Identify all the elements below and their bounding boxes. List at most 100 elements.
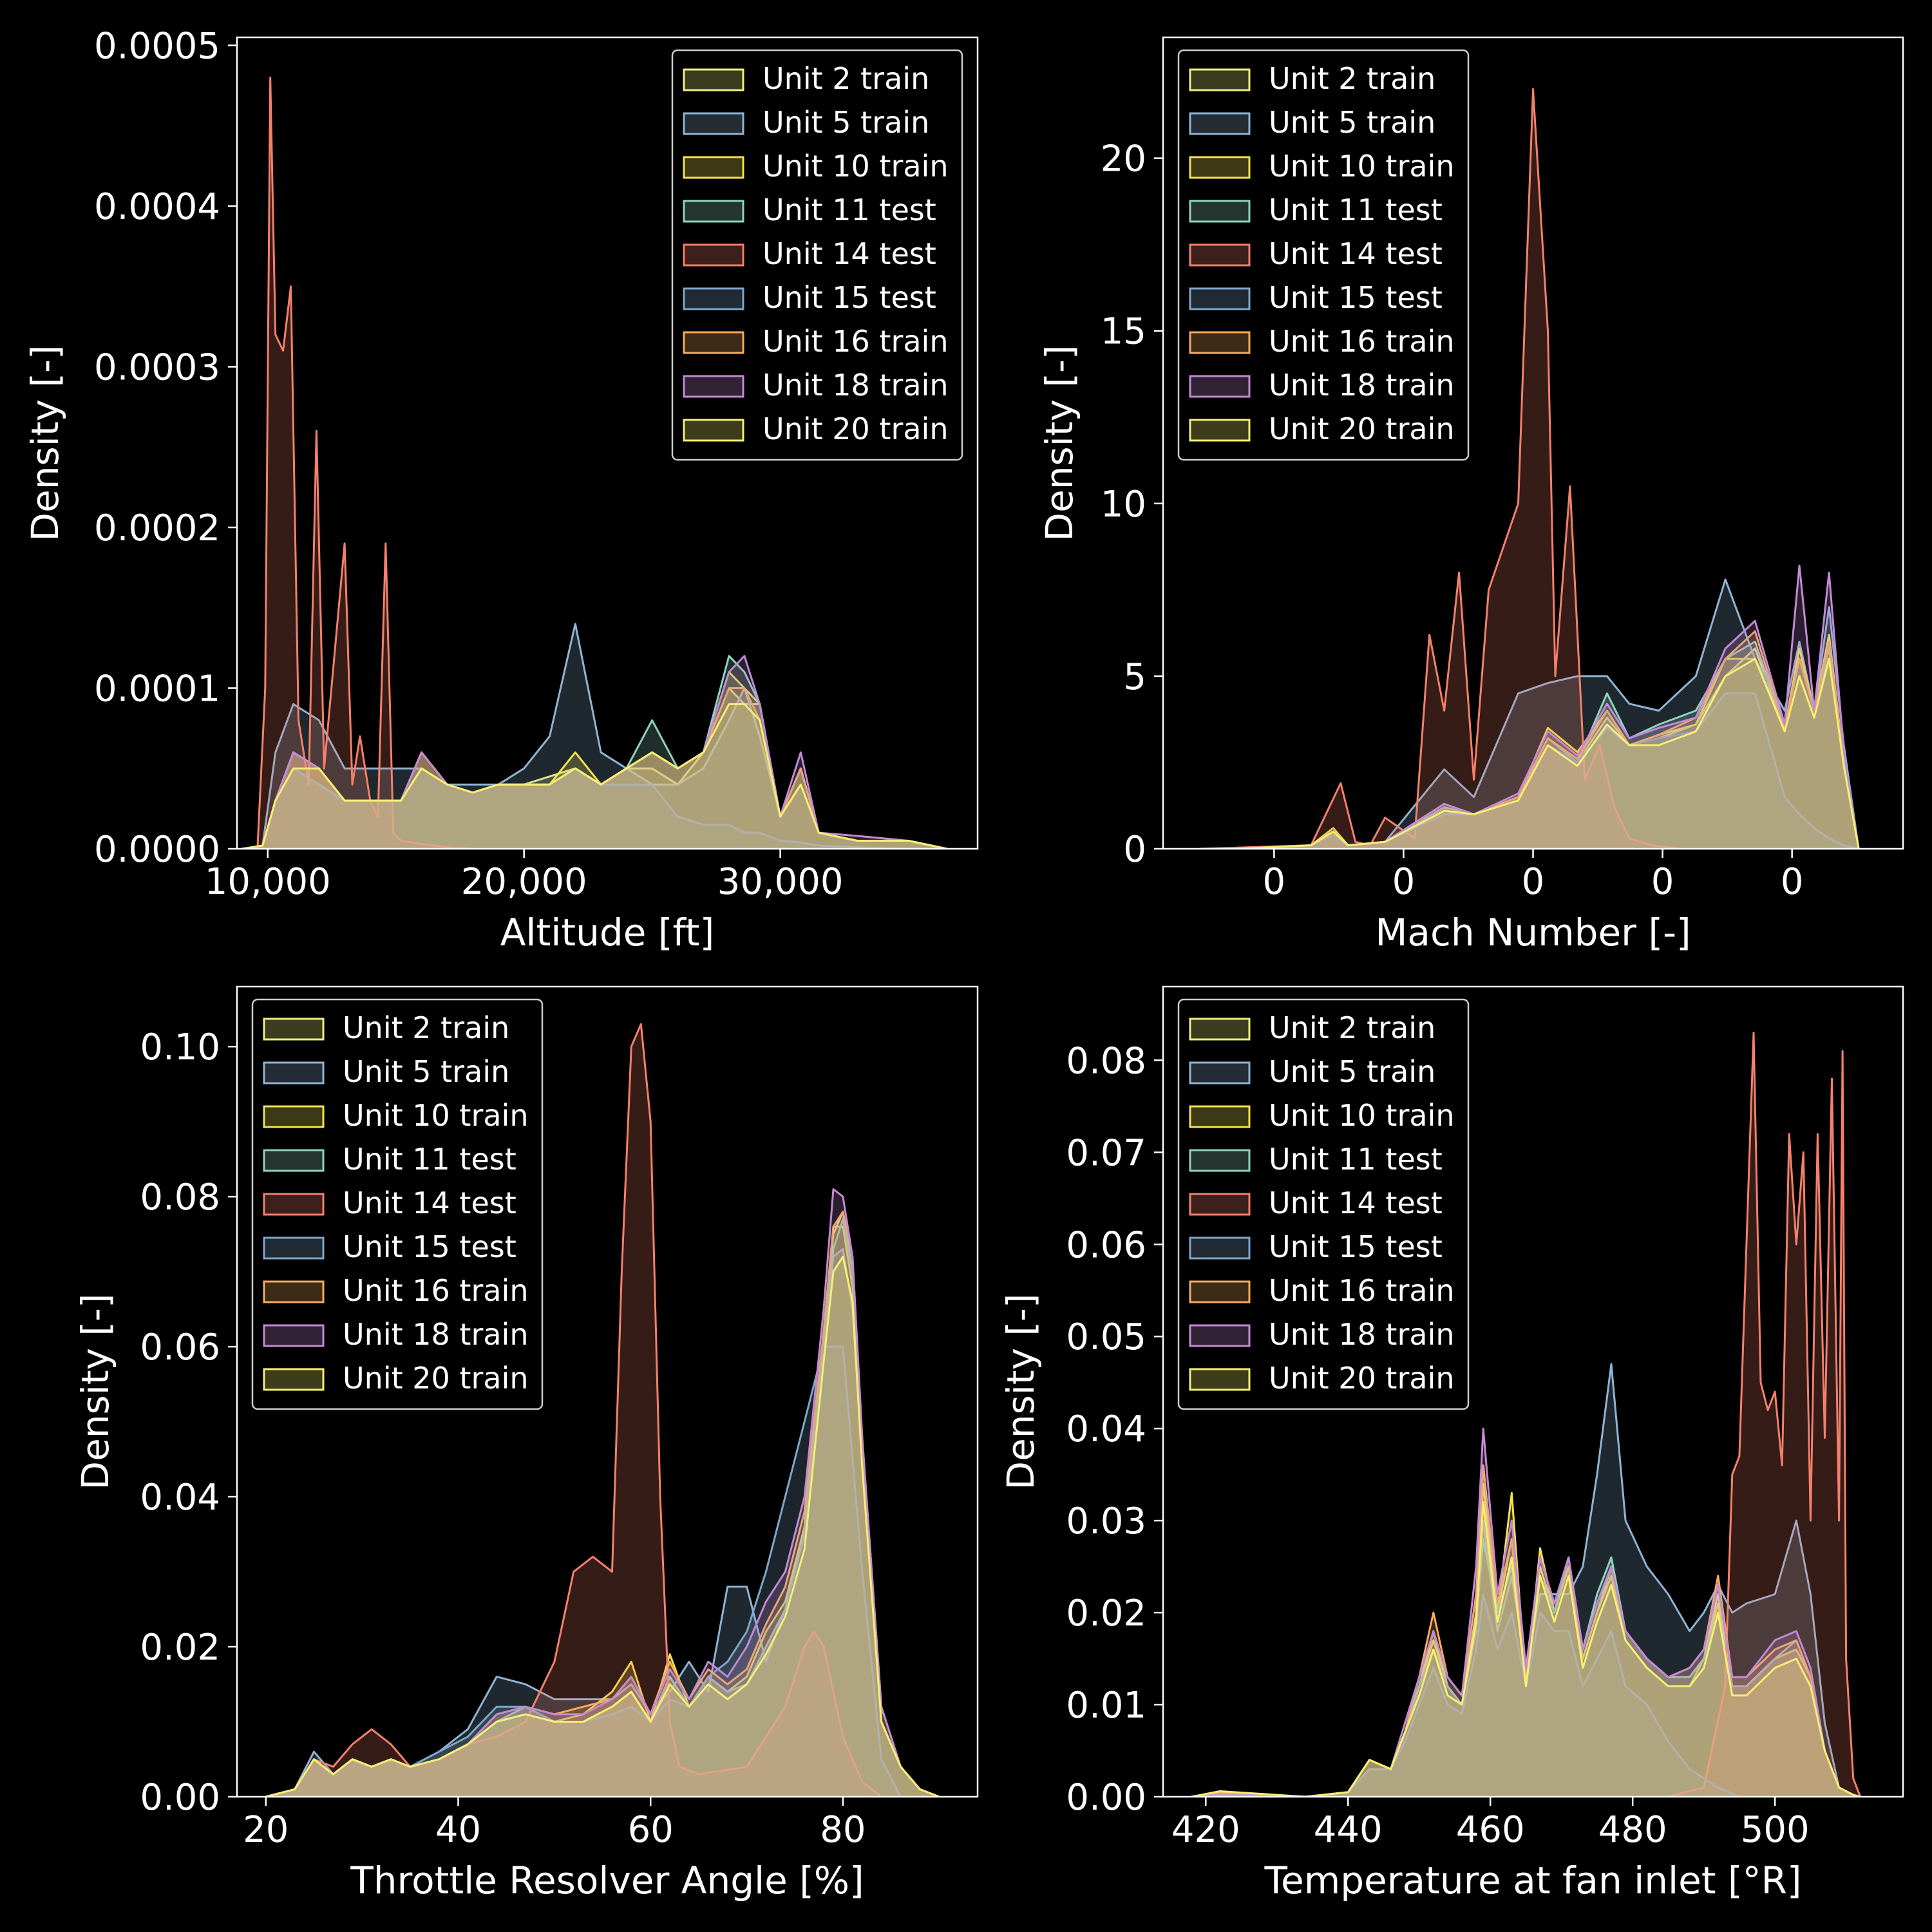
- legend-swatch: [1189, 243, 1251, 267]
- density-line: [1191, 1593, 1740, 1797]
- density-line: [256, 76, 473, 849]
- legend-swatch: [683, 68, 744, 91]
- legend-swatch: [683, 200, 744, 223]
- legend-entry: Unit 18 train: [1189, 1317, 1455, 1352]
- legend-entry: Unit 16 train: [263, 1273, 529, 1308]
- x-tick-label: 0: [1263, 861, 1286, 903]
- legend-swatch: [1189, 1236, 1251, 1260]
- legend-swatch: [1189, 1368, 1251, 1391]
- legend-swatch: [1189, 68, 1251, 91]
- y-tick-label: 0.0000: [94, 829, 220, 871]
- x-tick-label: 440: [1314, 1809, 1383, 1851]
- density-line: [1236, 658, 1860, 849]
- legend-label: Unit 20 train: [1269, 412, 1455, 446]
- legend-entry: Unit 10 train: [263, 1098, 529, 1133]
- legend-box: [1177, 998, 1470, 1410]
- legend-swatch: [683, 243, 744, 267]
- legend-entry: Unit 11 test: [1189, 193, 1443, 227]
- legend-label: Unit 15 test: [762, 280, 936, 315]
- legend-entry: Unit 20 train: [263, 1361, 529, 1396]
- legend-label: Unit 11 test: [1269, 193, 1443, 227]
- y-tick-label: 0.0002: [94, 507, 220, 549]
- density-fill: [242, 688, 947, 849]
- density-fill: [265, 1249, 940, 1797]
- y-axis-label: Density [-]: [999, 1293, 1043, 1490]
- y-axis-label: Density [-]: [1037, 345, 1081, 541]
- legend-label: Unit 18 train: [343, 1317, 529, 1352]
- legend-box: [671, 49, 963, 461]
- density-line: [265, 1023, 882, 1797]
- legend-swatch: [1189, 156, 1251, 179]
- chart-panel-2: 0 0 0 0 0 0 5 10 15 20 Mach Number [-] Density [-] U…: [1037, 36, 1904, 954]
- legend-swatch: [1189, 1061, 1251, 1084]
- legend-label: Unit 5 train: [1269, 1054, 1435, 1089]
- y-tick-label: 15: [1101, 311, 1146, 353]
- x-tick-label: 20,000: [461, 861, 587, 903]
- legend-label: Unit 14 test: [762, 236, 936, 271]
- y-tick-label: 0.06: [140, 1327, 220, 1368]
- density-fill: [1191, 1502, 1861, 1797]
- legend-swatch: [683, 375, 744, 398]
- legend-swatch: [1189, 1018, 1251, 1041]
- y-tick-label: 0.07: [1066, 1132, 1146, 1174]
- legend-entry: Unit 18 train: [683, 368, 949, 402]
- chart-panel-3: 20 40 60 80 0.00 0.02 0.04 0.06 0.08 0.10 Throttle…: [73, 985, 979, 1902]
- y-tick-label: 0.01: [1066, 1685, 1146, 1727]
- legend-entry: Unit 2 train: [683, 61, 929, 96]
- legend-label: Unit 11 test: [1269, 1142, 1443, 1177]
- legend-label: Unit 5 train: [762, 105, 929, 140]
- legend-swatch: [263, 1018, 325, 1041]
- legend-entry: Unit 14 test: [1189, 1186, 1443, 1220]
- legend-entry: Unit 10 train: [1189, 149, 1455, 184]
- legend-swatch: [263, 1149, 325, 1172]
- legend-entry: Unit 2 train: [1189, 1010, 1435, 1045]
- x-tick-label: 30,000: [717, 861, 844, 903]
- density-areas: [242, 76, 947, 849]
- x-tick-label: 10,000: [205, 861, 331, 903]
- density-areas: [1200, 88, 1860, 849]
- chart-panel-1: 10,000 20,000 30,000 0.0000 0.0001 0.0002 0.00…: [23, 25, 979, 954]
- legend-label: Unit 10 train: [343, 1098, 529, 1133]
- legend-label: Unit 11 test: [762, 193, 936, 227]
- density-line: [1668, 1032, 1862, 1797]
- legend-swatch: [1189, 1149, 1251, 1172]
- legend-entry: Unit 11 test: [683, 193, 936, 227]
- y-tick-label: 0.00: [140, 1777, 220, 1819]
- density-fill: [242, 768, 947, 849]
- y-axis-label: Density [-]: [73, 1293, 117, 1490]
- density-fill: [265, 1256, 940, 1797]
- series-unit-20-train: [242, 703, 947, 849]
- x-tick-label: 20: [243, 1809, 289, 1851]
- y-tick-label: 0.02: [140, 1627, 220, 1669]
- legend-label: Unit 2 train: [762, 61, 929, 96]
- density-fill: [265, 1347, 901, 1797]
- x-tick-label: 40: [435, 1809, 481, 1851]
- legend-entry: Unit 18 train: [263, 1317, 529, 1352]
- legend: Unit 2 train Unit 5 train Unit 10 train Uni…: [671, 49, 963, 461]
- legend-swatch: [263, 1280, 325, 1303]
- legend-swatch: [1189, 112, 1251, 135]
- legend-entry: Unit 14 test: [683, 236, 936, 271]
- legend-entry: Unit 5 train: [1189, 1054, 1435, 1089]
- density-areas: [265, 1023, 940, 1797]
- legend-entry: Unit 2 train: [1189, 61, 1435, 96]
- density-line: [1191, 1501, 1861, 1797]
- density-fill: [1236, 649, 1859, 849]
- x-tick-label: 500: [1741, 1809, 1810, 1851]
- series-unit-14-test: [265, 1023, 882, 1797]
- legend-label: Unit 16 train: [762, 324, 949, 359]
- y-tick-label: 10: [1101, 484, 1146, 526]
- legend-entry: Unit 15 test: [1189, 1229, 1443, 1264]
- density-line: [242, 703, 947, 849]
- legend-entry: Unit 20 train: [1189, 1361, 1455, 1396]
- y-tick-label: 0.0003: [94, 346, 220, 388]
- density-fill: [1236, 693, 1859, 849]
- legend-entry: Unit 15 test: [1189, 280, 1443, 315]
- legend-swatch: [1189, 1105, 1251, 1128]
- density-fill: [242, 656, 947, 849]
- y-tick-label: 0.04: [1066, 1408, 1146, 1450]
- legend-swatch: [1189, 1193, 1251, 1216]
- legend-label: Unit 14 test: [343, 1186, 516, 1220]
- series-unit-14-test: [256, 76, 473, 849]
